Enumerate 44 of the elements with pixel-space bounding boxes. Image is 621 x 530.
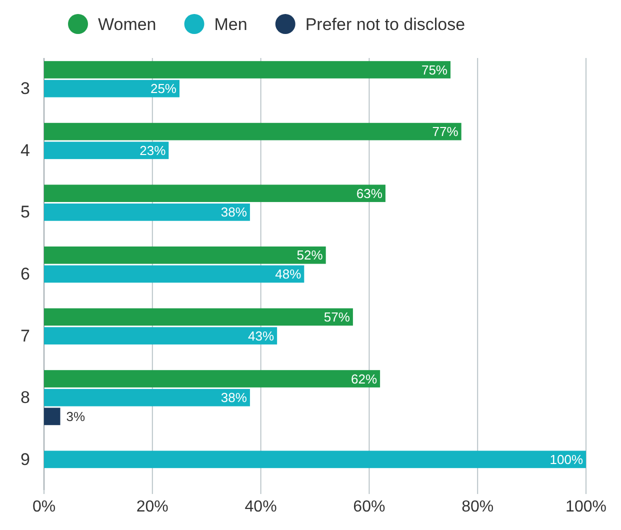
data-label: 48% <box>275 266 302 282</box>
legend-label: Prefer not to disclose <box>305 14 466 34</box>
data-label: 52% <box>296 248 324 263</box>
bar <box>44 408 60 426</box>
bar <box>44 370 380 388</box>
data-label: 63% <box>356 186 383 201</box>
legend-label: Women <box>98 14 156 34</box>
data-label: 25% <box>150 81 177 96</box>
data-label: 100% <box>550 452 584 467</box>
bar <box>44 265 304 283</box>
bar <box>44 204 250 221</box>
x-tick-label: 20% <box>136 498 168 516</box>
y-tick-label: 5 <box>20 202 30 222</box>
x-tick-label: 100% <box>566 498 606 516</box>
bar <box>44 308 353 326</box>
bar <box>44 80 180 98</box>
bar <box>44 184 386 202</box>
x-tick-label: 0% <box>32 498 56 516</box>
data-label: 62% <box>351 371 378 386</box>
x-tick-label: 40% <box>244 498 277 516</box>
data-label: 75% <box>421 62 448 78</box>
bar <box>44 122 462 140</box>
y-tick-label: 8 <box>20 388 30 408</box>
data-label: 57% <box>324 310 350 325</box>
x-tick-label: 60% <box>353 498 386 516</box>
data-label: 3% <box>66 408 86 424</box>
bar <box>44 142 169 160</box>
legend-label: Men <box>214 14 248 34</box>
bar <box>44 61 450 78</box>
data-label: 38% <box>220 204 248 220</box>
y-tick-label: 4 <box>20 140 30 160</box>
data-label: 23% <box>140 142 166 158</box>
y-tick-label: 6 <box>20 264 30 284</box>
data-label: 43% <box>248 328 274 344</box>
data-label: 77% <box>432 124 459 140</box>
y-tick-label: 7 <box>20 326 30 346</box>
bar <box>44 450 586 468</box>
bar <box>44 327 278 344</box>
x-tick-label: 80% <box>462 498 494 516</box>
y-tick-label: 9 <box>20 450 30 469</box>
data-label: 38% <box>220 390 248 406</box>
bar <box>44 388 250 406</box>
y-tick-label: 3 <box>20 79 30 98</box>
bar <box>44 246 326 264</box>
